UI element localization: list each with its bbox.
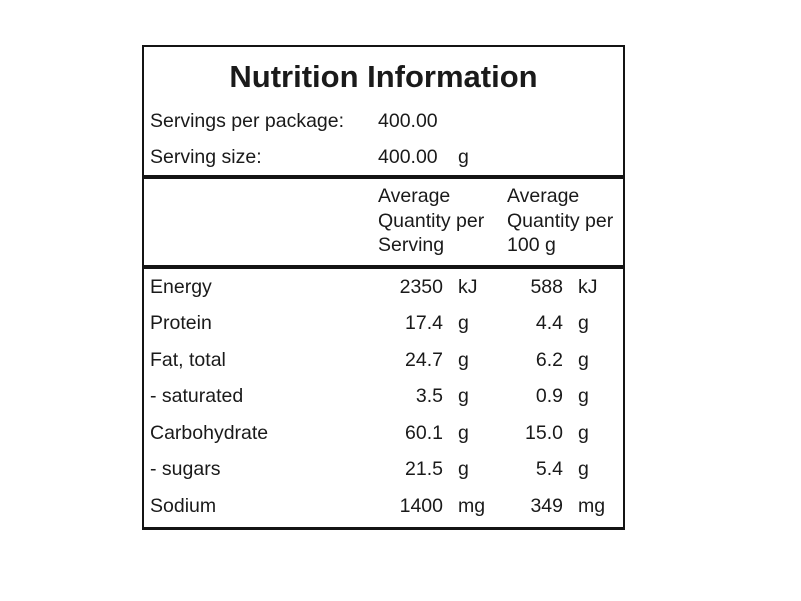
per-serving-unit: g xyxy=(458,385,469,408)
per-serving-unit: g xyxy=(458,458,469,481)
nutrient-name: Energy xyxy=(150,275,212,298)
nutrient-name: Protein xyxy=(150,312,212,335)
per-100g-value: 4.4 xyxy=(535,312,563,335)
per-100g-value: 0.9 xyxy=(535,385,563,408)
per-100g-value: 6.2 xyxy=(535,348,563,371)
per-100g-unit: g xyxy=(578,458,589,481)
panel-title: Nutrition Information xyxy=(229,59,538,94)
table-row: Protein 17.4 g 4.4 g xyxy=(144,306,623,343)
table-row: Energy 2350 kJ 588 kJ xyxy=(144,269,623,306)
per-serving-value: 3.5 xyxy=(415,385,443,408)
per-100g-value: 349 xyxy=(530,494,563,517)
panel-top-section: Nutrition Information Servings per packa… xyxy=(144,47,623,175)
serving-info: Servings per package: 400.00 Serving siz… xyxy=(144,103,623,175)
table-row: Carbohydrate 60.1 g 15.0 g xyxy=(144,415,623,452)
per-100g-unit: kJ xyxy=(578,275,598,298)
per-serving-value: 17.4 xyxy=(405,312,443,335)
table-row: - sugars 21.5 g 5.4 g xyxy=(144,452,623,489)
per-100g-unit: g xyxy=(578,348,589,371)
servings-per-package-value: 400.00 xyxy=(378,110,438,132)
per-serving-value: 21.5 xyxy=(405,458,443,481)
per-100g-column-header: Average Quantity per 100 g xyxy=(507,185,614,256)
per-serving-unit: mg xyxy=(458,494,486,517)
servings-per-package-row: Servings per package: 400.00 xyxy=(144,103,623,139)
servings-per-package-label: Servings per package: xyxy=(150,110,345,132)
nutrient-table: Energy 2350 kJ 588 kJ Protein 17.4 g 4.4… xyxy=(144,269,623,527)
nutrient-name: - saturated xyxy=(150,385,244,408)
per-serving-value: 60.1 xyxy=(405,421,443,444)
serving-size-value: 400.00 xyxy=(378,146,438,168)
table-row: Fat, total 24.7 g 6.2 g xyxy=(144,342,623,379)
column-headers-row: Average Quantity per Serving Average Qua… xyxy=(144,175,623,269)
per-100g-unit: mg xyxy=(578,494,606,517)
per-serving-value: 24.7 xyxy=(405,348,443,371)
per-100g-unit: g xyxy=(578,312,589,335)
per-100g-value: 588 xyxy=(530,275,563,298)
servings-per-package-unit xyxy=(443,103,507,139)
table-row: Sodium 1400 mg 349 mg xyxy=(144,488,623,525)
serving-size-unit: g xyxy=(458,146,469,168)
serving-size-label: Serving size: xyxy=(150,146,262,168)
nutrient-name: Fat, total xyxy=(150,348,226,371)
per-serving-value: 1400 xyxy=(399,494,443,517)
nutrient-name: Sodium xyxy=(150,494,217,517)
serving-size-row: Serving size: 400.00 g xyxy=(144,139,623,175)
nutrient-name: - sugars xyxy=(150,458,221,481)
per-serving-column-header: Average Quantity per Serving xyxy=(378,185,485,256)
per-serving-unit: g xyxy=(458,312,469,335)
per-serving-unit: g xyxy=(458,348,469,371)
per-100g-value: 15.0 xyxy=(525,421,563,444)
nutrition-panel: Nutrition Information Servings per packa… xyxy=(142,45,625,530)
per-100g-unit: g xyxy=(578,385,589,408)
per-serving-value: 2350 xyxy=(399,275,443,298)
table-row: - saturated 3.5 g 0.9 g xyxy=(144,379,623,416)
per-serving-unit: kJ xyxy=(458,275,478,298)
per-serving-unit: g xyxy=(458,421,469,444)
per-100g-value: 5.4 xyxy=(535,458,563,481)
per-100g-unit: g xyxy=(578,421,589,444)
nutrient-column-spacer xyxy=(150,184,378,265)
nutrient-name: Carbohydrate xyxy=(150,421,269,444)
